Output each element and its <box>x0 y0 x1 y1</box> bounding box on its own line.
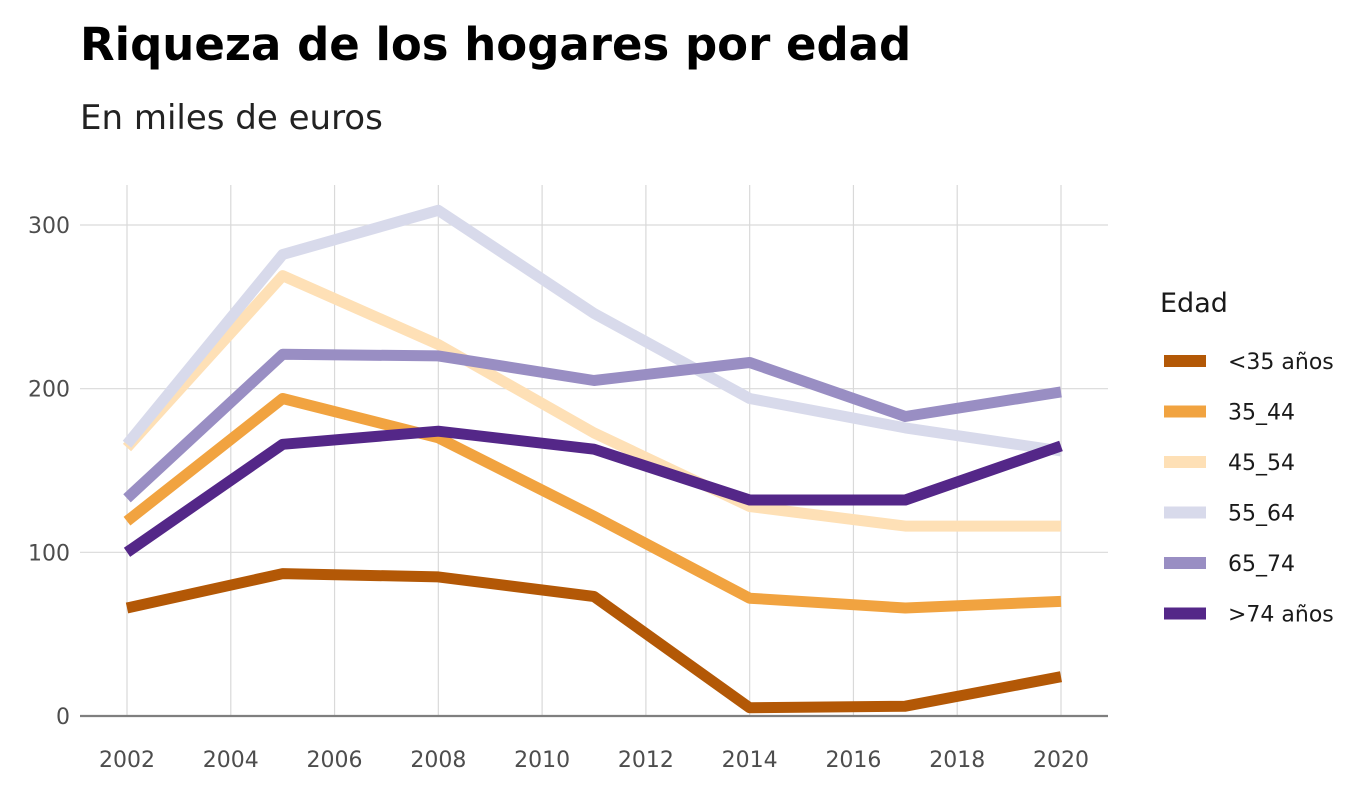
x-tick-label: 2002 <box>99 748 155 773</box>
legend-label: <35 años <box>1228 350 1334 375</box>
y-tick-label: 200 <box>28 378 70 403</box>
legend-label: 65_74 <box>1228 552 1295 577</box>
legend-title: Edad <box>1160 288 1228 319</box>
legend-swatch <box>1164 456 1206 468</box>
legend-swatch <box>1164 506 1206 519</box>
legend-swatch <box>1164 405 1206 418</box>
legend-swatch <box>1164 355 1206 367</box>
x-tick-label: 2012 <box>618 748 674 773</box>
legend-label: 55_64 <box>1228 502 1295 527</box>
legend-label: >74 años <box>1228 603 1334 628</box>
x-tick-label: 2018 <box>929 748 985 773</box>
series-line-3 <box>122 204 1062 457</box>
x-tick-label: 2014 <box>722 748 778 773</box>
x-tick-label: 2020 <box>1033 748 1089 773</box>
x-tick-label: 2010 <box>514 748 570 773</box>
x-tick-label: 2004 <box>203 748 259 773</box>
series-line-2 <box>122 270 1061 532</box>
series-line-5 <box>123 425 1063 557</box>
x-tick-label: 2006 <box>307 748 363 773</box>
chart-subtitle: En miles de euros <box>80 98 383 138</box>
x-tick-label: 2016 <box>825 748 881 773</box>
legend-swatch <box>1164 607 1206 620</box>
axes: 2002 2004 2006 2008 2010 2012 2014 2016 2018 2020… <box>28 214 1108 773</box>
legend-label: 35_44 <box>1228 401 1295 426</box>
y-tick-label: 100 <box>28 541 70 566</box>
series-line-0 <box>125 568 1063 714</box>
legend-label: 45_54 <box>1228 451 1295 476</box>
chart-title: Riqueza de los hogares por edad <box>80 18 912 71</box>
y-tick-label: 0 <box>56 705 70 730</box>
legend-swatch <box>1164 557 1206 569</box>
legend: Edad <35 años 35_44 45_54 55_64 65_74 >74 año… <box>1160 288 1334 628</box>
y-tick-label: 300 <box>28 214 70 239</box>
series-line-4 <box>123 348 1062 503</box>
series-line-1 <box>123 393 1062 614</box>
x-tick-label: 2008 <box>410 748 466 773</box>
series-lines <box>122 204 1063 714</box>
